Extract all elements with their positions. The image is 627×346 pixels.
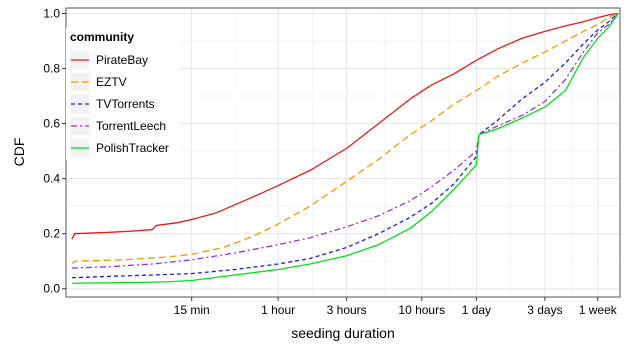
legend-title: community [70, 30, 134, 44]
legend-key-eztv [69, 71, 91, 93]
y-tick-label: 1.0 [43, 7, 60, 21]
series-line-eztv [71, 12, 619, 265]
x-tick-label: 1 hour [261, 303, 295, 317]
legend-label-torrentleech: TorrentLeech [96, 119, 166, 133]
y-tick-label: 0.8 [43, 62, 60, 76]
x-tick-label: 1 week [579, 303, 618, 317]
x-tick-label: 15 min [174, 303, 210, 317]
legend-label-tvtorrents: TVTorrents [96, 97, 155, 111]
legend-label-eztv: EZTV [96, 75, 127, 89]
series-line-piratebay [71, 12, 619, 240]
y-tick-label: 0.6 [43, 117, 60, 131]
x-tick-label: 10 hours [398, 303, 445, 317]
y-axis: 0.0 0.2 0.4 0.6 0.8 1.0 [43, 7, 66, 296]
series-lines [71, 12, 619, 284]
y-tick-label: 0.0 [43, 282, 60, 296]
series-line-tvtorrents [71, 13, 619, 279]
legend-items: PirateBay EZTV TVTorrents TorrentLeech Polis… [69, 49, 169, 159]
y-tick-label: 0.2 [43, 227, 60, 241]
legend-label-piratebay: PirateBay [96, 53, 148, 67]
y-axis-title: CDF [11, 138, 27, 167]
x-tick-label: 3 days [527, 303, 562, 317]
legend-label-polishtracker: PolishTracker [96, 141, 169, 155]
y-tick-label: 0.4 [43, 172, 60, 186]
series-line-polishtracker [71, 13, 619, 284]
series-line-torrentleech [71, 13, 619, 269]
x-axis: 15 min 1 hour 3 hours 10 hours 1 day 3 days 1 … [174, 297, 618, 317]
x-axis-title: seeding duration [291, 325, 395, 341]
x-tick-label: 1 day [462, 303, 491, 317]
x-tick-label: 3 hours [327, 303, 367, 317]
legend: community PirateBay EZTV TVTorrents Torrent… [66, 28, 180, 160]
